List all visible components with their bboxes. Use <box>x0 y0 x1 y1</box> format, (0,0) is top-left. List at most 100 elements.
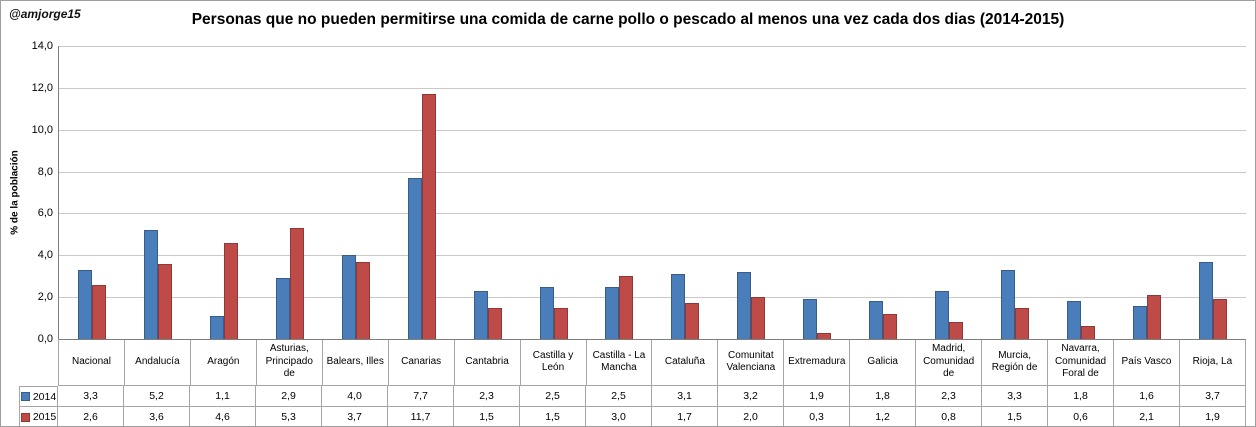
gridline <box>59 255 1246 257</box>
category-label: Navarra, Comunidad Foral de <box>1048 339 1114 386</box>
category-label: Canarias <box>388 339 455 386</box>
category-label: País Vasco <box>1114 339 1180 386</box>
bar-2015 <box>91 284 106 339</box>
bar-2014 <box>1067 301 1082 339</box>
category-label: Murcia, Región de <box>982 339 1049 386</box>
bar-2014 <box>539 286 554 339</box>
bar-2015 <box>157 263 172 339</box>
value-cell-2014: 1,1 <box>190 386 256 407</box>
category-label: Rioja, La <box>1179 339 1246 386</box>
value-cell-2014: 3,7 <box>1180 386 1246 407</box>
value-cell-2015: 1,5 <box>982 407 1048 426</box>
bar-2015 <box>487 307 502 339</box>
bar-2014 <box>671 274 686 339</box>
bar-group <box>652 46 718 339</box>
value-cell-2015: 0,3 <box>784 407 850 426</box>
value-cell-2015: 4,6 <box>190 407 256 426</box>
legend-label-2014: 2014 <box>32 390 57 403</box>
table-row-2014: 2014 3,3 5,2 1,1 2,9 4,0 7,7 2,3 2,5 2,5 3,1 3,2 1,9… <box>19 386 1246 407</box>
y-axis-tick-labels: 14,0 12,0 10,0 8,0 6,0 4,0 2,0 0,0 <box>19 40 58 345</box>
chart-title: Personas que no pueden permitirse una co… <box>191 11 1065 28</box>
bar-group <box>59 46 125 339</box>
value-cell-2014: 2,3 <box>454 386 520 407</box>
category-label: Cataluña <box>652 339 719 386</box>
value-cell-2014: 1,6 <box>1114 386 1180 407</box>
category-label: Galicia <box>850 339 917 386</box>
value-cell-2015: 3,7 <box>322 407 388 426</box>
category-axis-row: Nacional Andalucía Aragón Asturias, Princip… <box>19 339 1246 386</box>
category-label: Comunitat Valenciana <box>718 339 785 386</box>
legend-swatch-2015 <box>20 412 30 422</box>
bar-group <box>1048 46 1114 339</box>
category-label: Nacional <box>58 339 125 386</box>
bar-2015 <box>817 332 832 339</box>
category-label: Extremadura <box>784 339 851 386</box>
bar-group <box>125 46 191 339</box>
category-label: Castilla - La Mancha <box>586 339 653 386</box>
value-cell-2014: 7,7 <box>388 386 454 407</box>
bar-2015 <box>949 322 964 339</box>
value-cell-2015: 2,6 <box>58 407 124 426</box>
bar-2015 <box>883 313 898 339</box>
chart-wrap: 14,0 12,0 10,0 8,0 6,0 4,0 2,0 0,0 Nacional Anda… <box>19 40 1246 426</box>
gridline <box>59 129 1246 131</box>
bar-2014 <box>209 315 224 339</box>
y-tick-label: 6,0 <box>37 207 53 220</box>
value-cell-2014: 1,8 <box>1048 386 1114 407</box>
bar-2015 <box>685 303 700 339</box>
bar-group <box>1114 46 1180 339</box>
value-cell-2014: 4,0 <box>322 386 388 407</box>
value-cell-2015: 1,7 <box>652 407 718 426</box>
bar-group <box>521 46 587 339</box>
legend-key-2014: 2014 <box>19 386 58 407</box>
bar-2014 <box>143 230 158 339</box>
value-cell-2014: 3,3 <box>982 386 1048 407</box>
y-tick-label: 12,0 <box>31 81 53 94</box>
value-cell-2015: 3,6 <box>124 407 190 426</box>
value-cell-2014: 3,1 <box>652 386 718 407</box>
bar-2015 <box>1081 326 1096 339</box>
value-cell-2014: 1,9 <box>784 386 850 407</box>
bar-group <box>455 46 521 339</box>
bar-2014 <box>935 290 950 339</box>
category-label: Balears, Illes <box>322 339 389 386</box>
value-cell-2015: 2,0 <box>718 407 784 426</box>
bar-2015 <box>421 94 436 339</box>
y-tick-label: 14,0 <box>31 40 53 52</box>
bar-2015 <box>289 228 304 339</box>
bar-2015 <box>223 242 238 339</box>
y-tick-label: 2,0 <box>37 291 53 304</box>
gridline <box>59 46 1246 47</box>
category-label: Asturias, Principado de <box>256 339 323 386</box>
bar-2014 <box>605 286 620 339</box>
value-cell-2014: 2,5 <box>520 386 586 407</box>
value-cell-2015: 0,8 <box>916 407 982 426</box>
data-table: 2014 3,3 5,2 1,1 2,9 4,0 7,7 2,3 2,5 2,5 3,1 3,2 1,9… <box>19 386 1246 426</box>
bar-group <box>982 46 1048 339</box>
bar-group <box>1180 46 1246 339</box>
bar-2014 <box>737 272 752 339</box>
legend-key-2015: 2015 <box>19 407 58 426</box>
y-tick-label: 0,0 <box>37 333 53 345</box>
bar-2015 <box>1015 307 1030 339</box>
gridline <box>59 171 1246 173</box>
bar-group <box>191 46 257 339</box>
legend-label-2015: 2015 <box>32 411 57 423</box>
bar-group <box>916 46 982 339</box>
bar-2014 <box>473 290 488 339</box>
bar-group <box>323 46 389 339</box>
value-cell-2015: 1,2 <box>850 407 916 426</box>
category-label: Cantabria <box>454 339 521 386</box>
legend-swatch-2014 <box>20 392 30 401</box>
bar-2014 <box>803 299 818 339</box>
bar-2014 <box>1198 261 1213 339</box>
category-label: Aragón <box>190 339 257 386</box>
y-tick-label: 8,0 <box>37 165 53 178</box>
gridline <box>59 213 1246 215</box>
bar-group <box>587 46 653 339</box>
value-cell-2015: 5,3 <box>256 407 322 426</box>
category-label: Madrid, Comunidad de <box>916 339 983 386</box>
value-cell-2014: 1,8 <box>850 386 916 407</box>
gridline <box>59 87 1246 89</box>
category-label: Andalucía <box>124 339 191 386</box>
